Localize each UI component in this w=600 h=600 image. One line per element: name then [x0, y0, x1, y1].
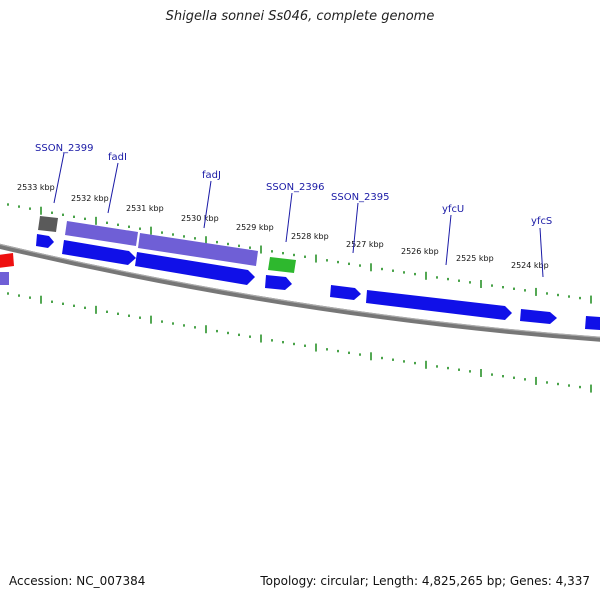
gene-label-yfcS: yfcS — [531, 216, 552, 227]
feature-sson2399-gray — [38, 216, 58, 232]
feature-fadJ-purple — [138, 233, 258, 266]
leader-yfcS — [539, 227, 544, 278]
kbp-tick-labels: 2533 kbp 2532 kbp 2531 kbp 2530 kbp 2529… — [17, 183, 549, 270]
map-title: Shigella sonnei Ss046, complete genome — [165, 9, 435, 24]
cds-4 — [265, 275, 292, 290]
outer-track-features — [38, 216, 296, 273]
feature-fadI-purple — [65, 221, 138, 246]
feature-red — [0, 253, 14, 268]
leader-sson2396 — [285, 192, 293, 243]
kbp-label-2533: 2533 kbp — [17, 183, 55, 192]
ruler-inner-ring — [7, 292, 592, 393]
kbp-label-2531: 2531 kbp — [126, 204, 164, 213]
accession-label: Accession: NC_007384 — [9, 574, 146, 588]
gene-label-yfcU: yfcU — [442, 204, 464, 215]
genome-backbone — [0, 243, 600, 342]
leader-sson2399 — [53, 152, 65, 204]
feature-sson2396-green — [268, 257, 296, 273]
leader-fadJ — [203, 180, 212, 229]
cds-8 — [585, 316, 600, 330]
cds-6 — [366, 290, 512, 320]
kbp-label-2526: 2526 kbp — [401, 247, 439, 256]
kbp-label-2524: 2524 kbp — [511, 261, 549, 270]
kbp-label-2528: 2528 kbp — [291, 232, 329, 241]
kbp-label-2527: 2527 kbp — [346, 240, 384, 249]
cds-1 — [36, 234, 54, 248]
ruler-outer-ring — [7, 203, 592, 304]
gene-labels: SSON_2399 fadI fadJ SSON_2396 SSON_2395 … — [35, 143, 552, 227]
genome-summary: Topology: circular; Length: 4,825,265 bp… — [260, 574, 590, 588]
gene-label-fadI: fadI — [108, 152, 127, 163]
inner-track-features — [0, 234, 600, 330]
leader-yfcU — [445, 214, 452, 266]
gene-label-sson2399: SSON_2399 — [35, 143, 94, 154]
cds-7 — [520, 309, 557, 324]
leader-fadI — [107, 162, 119, 214]
gene-label-fadJ: fadJ — [202, 170, 221, 181]
genome-backbone-highlight — [0, 243, 600, 338]
kbp-label-2525: 2525 kbp — [456, 254, 494, 263]
cds-2 — [62, 240, 136, 265]
feature-left-purple — [0, 272, 9, 285]
gene-label-sson2395: SSON_2395 — [331, 192, 390, 203]
cds-3 — [135, 252, 255, 285]
gene-label-sson2396: SSON_2396 — [266, 182, 325, 193]
leader-sson2395 — [352, 202, 359, 254]
gene-leader-lines — [53, 152, 544, 278]
kbp-label-2530: 2530 kbp — [181, 214, 219, 223]
kbp-label-2529: 2529 kbp — [236, 223, 274, 232]
cds-5 — [330, 285, 361, 300]
kbp-label-2532: 2532 kbp — [71, 194, 109, 203]
